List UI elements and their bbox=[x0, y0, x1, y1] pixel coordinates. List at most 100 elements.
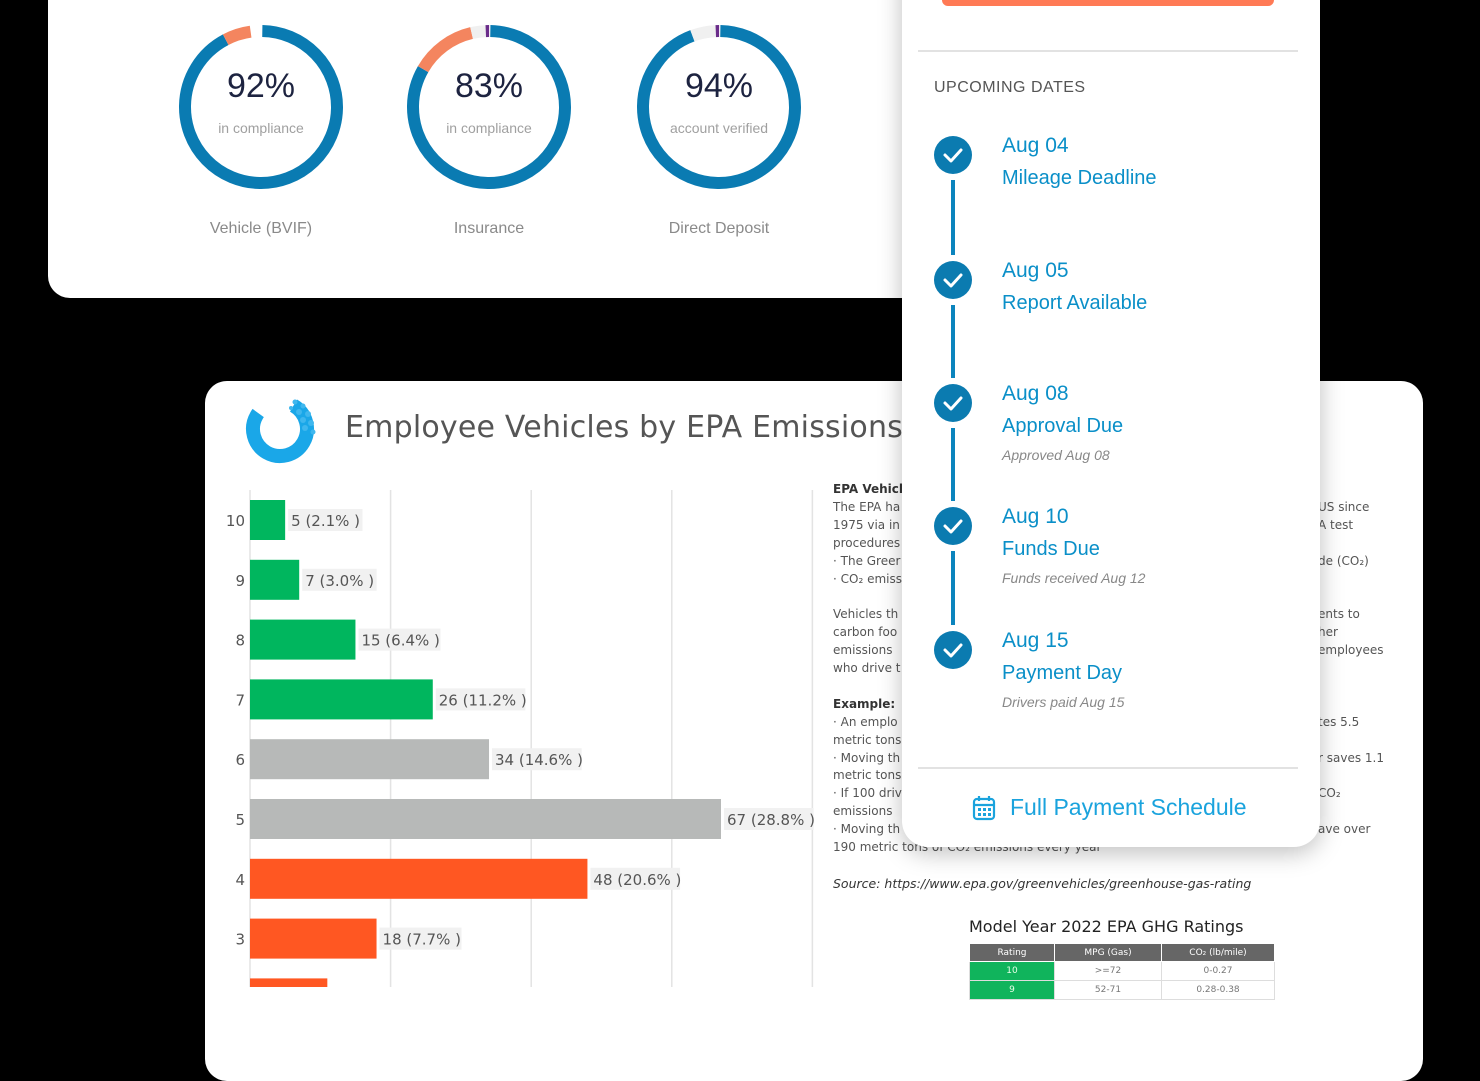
epa-text-fragment: employees bbox=[1318, 643, 1384, 658]
data-label: 7 (3.0% ) bbox=[305, 572, 374, 590]
epa-text-fragment: CO₂ bbox=[1318, 786, 1341, 801]
data-label: 34 (14.6% ) bbox=[495, 751, 583, 769]
y-tick-label: 9 bbox=[235, 572, 245, 590]
y-tick-label: 7 bbox=[235, 691, 245, 709]
upcoming-dates-panel bbox=[902, 0, 1320, 847]
bar bbox=[250, 799, 721, 839]
timeline-date: Aug 05 bbox=[1002, 259, 1069, 282]
source-link[interactable]: Source: https://www.epa.gov/greenvehicle… bbox=[833, 876, 1252, 891]
epa-text-line: · The Greer bbox=[833, 553, 901, 568]
data-label-bg bbox=[288, 509, 363, 531]
data-label-bg bbox=[590, 867, 681, 890]
data-label: 15 (6.4% ) bbox=[361, 632, 439, 650]
timeline-title[interactable]: Approval Due bbox=[1002, 415, 1124, 437]
y-tick-label: 4 bbox=[235, 871, 245, 889]
compliance-donut: 83% in compliance bbox=[404, 22, 574, 192]
y-tick-label: 3 bbox=[235, 931, 245, 949]
epa-text-line: who drive t bbox=[833, 661, 901, 675]
divider bbox=[918, 767, 1298, 769]
app-logo-icon bbox=[246, 395, 316, 463]
epa-text-fragment: r saves 1.1 bbox=[1318, 750, 1384, 765]
y-tick-label: 8 bbox=[235, 632, 245, 650]
epa-text-line: The EPA ha bbox=[833, 499, 901, 514]
timeline-title[interactable]: Funds Due bbox=[1002, 538, 1100, 560]
compliance-donut: 92% in compliance bbox=[176, 22, 346, 192]
y-tick-label: 5 bbox=[235, 811, 245, 829]
epa-text-fragment: tes 5.5 bbox=[1318, 714, 1360, 729]
y-tick-label: 10 bbox=[226, 512, 245, 530]
epa-text-line: carbon foo bbox=[833, 625, 898, 640]
timeline-connector bbox=[951, 180, 955, 255]
donut-caption: account verified bbox=[669, 120, 769, 136]
data-label: 5 (2.1% ) bbox=[291, 512, 360, 530]
donut-segment bbox=[179, 25, 343, 190]
timeline-connector bbox=[951, 428, 955, 501]
epa-text-line: Example: bbox=[833, 696, 896, 711]
bar bbox=[250, 559, 300, 600]
donut-value: 83% bbox=[454, 67, 524, 105]
epa-text-line: · Moving th bbox=[833, 750, 901, 765]
table-header: MPG (Gas) bbox=[1054, 943, 1162, 962]
bar bbox=[250, 679, 433, 720]
timeline-connector bbox=[951, 551, 955, 625]
data-label: 26 (11.2% ) bbox=[439, 691, 527, 709]
timeline-title[interactable]: Payment Day bbox=[1002, 662, 1123, 684]
check-circle-icon bbox=[934, 261, 972, 299]
epa-text-line: · Moving th bbox=[833, 822, 901, 837]
check-circle-icon bbox=[934, 507, 972, 545]
table-cell: 9 bbox=[969, 980, 1055, 1000]
donut-label: Direct Deposit bbox=[668, 220, 770, 237]
check-circle-icon bbox=[934, 136, 972, 174]
primary-action-button[interactable] bbox=[942, 0, 1274, 6]
table-cell: 0-0.27 bbox=[1161, 961, 1275, 981]
data-label-bg bbox=[492, 748, 582, 771]
ghg-table-title: Model Year 2022 EPA GHG Ratings bbox=[969, 917, 1244, 936]
table-cell: >=72 bbox=[1054, 961, 1162, 981]
data-label: 18 (7.7% ) bbox=[383, 931, 461, 949]
compliance-donut: 94% account verified bbox=[634, 22, 804, 192]
epa-text-line: emissions bbox=[833, 643, 893, 658]
timeline-title[interactable]: Mileage Deadline bbox=[1002, 167, 1157, 189]
timeline-note: Approved Aug 08 bbox=[1002, 447, 1110, 463]
y-tick-label: 6 bbox=[235, 751, 245, 769]
divider bbox=[918, 50, 1298, 52]
epa-text-line: EPA Vehicl bbox=[833, 482, 904, 496]
data-label: 48 (20.6% ) bbox=[593, 871, 681, 889]
bar bbox=[250, 858, 588, 899]
chart-title: Employee Vehicles by EPA Emissions Ra bbox=[345, 410, 952, 445]
timeline-title[interactable]: Report Available bbox=[1002, 292, 1148, 314]
epa-text-line: metric tons bbox=[833, 768, 902, 783]
epa-text-line: 1975 via in bbox=[833, 517, 900, 532]
check-circle-icon bbox=[934, 631, 972, 669]
epa-text-line: · If 100 driv bbox=[833, 786, 902, 801]
epa-text-line: · CO₂ emiss bbox=[833, 571, 902, 586]
epa-text-fragment: de (CO₂) bbox=[1318, 553, 1369, 568]
epa-text-fragment: US since bbox=[1318, 499, 1370, 514]
table-cell: 0.28-0.38 bbox=[1161, 980, 1275, 1000]
bar bbox=[250, 739, 490, 780]
ghg-ratings-table: Rating MPG (Gas) CO₂ (lb/mile) 10 >=72 0… bbox=[969, 943, 1275, 1000]
epa-text-fragment: her bbox=[1318, 625, 1338, 640]
check-circle-icon bbox=[934, 384, 972, 422]
donut-caption: in compliance bbox=[446, 120, 532, 136]
table-row: 9 52-71 0.28-0.38 bbox=[969, 980, 1275, 1000]
epa-text-line: · An emplo bbox=[833, 714, 898, 729]
data-label-bg bbox=[302, 568, 377, 591]
bar bbox=[250, 918, 377, 959]
epa-text-line: metric tons bbox=[833, 732, 902, 747]
full-payment-schedule-link[interactable]: Full Payment Schedule bbox=[972, 794, 1247, 821]
epa-text-fragment: A test bbox=[1318, 517, 1354, 532]
timeline-date: Aug 15 bbox=[1002, 629, 1069, 652]
table-row: 10 >=72 0-0.27 bbox=[969, 961, 1275, 981]
epa-text-line: procedures bbox=[833, 535, 901, 550]
epa-text-fragment: ave over bbox=[1318, 822, 1371, 837]
bar bbox=[250, 978, 328, 987]
upcoming-dates-heading: UPCOMING DATES bbox=[934, 79, 1086, 96]
full-payment-schedule-label: Full Payment Schedule bbox=[1010, 794, 1247, 820]
timeline-connector bbox=[951, 305, 955, 378]
donut-label: Vehicle (BVIF) bbox=[209, 220, 313, 237]
timeline-note: Drivers paid Aug 15 bbox=[1002, 694, 1125, 710]
table-header: Rating bbox=[969, 943, 1055, 962]
data-label-bg bbox=[435, 688, 526, 711]
donut-value: 92% bbox=[226, 67, 296, 105]
